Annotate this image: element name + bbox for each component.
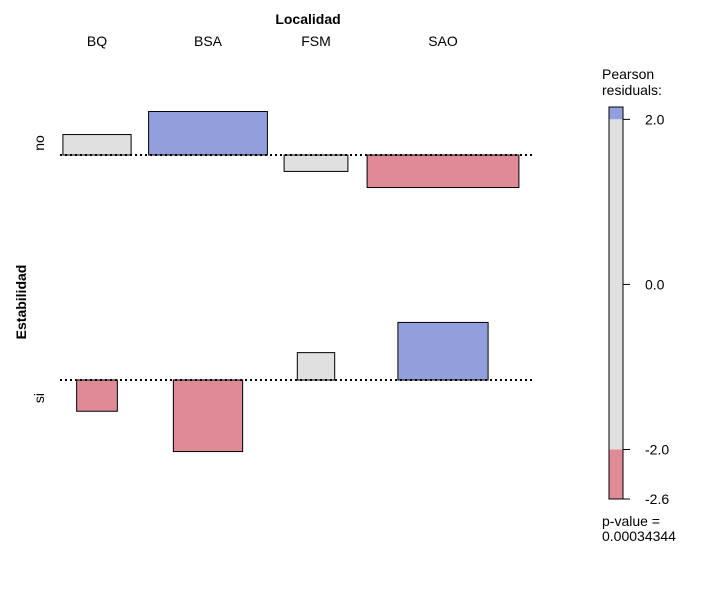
p-value: 0.00034344 — [602, 528, 676, 544]
bar-no-bsa — [148, 111, 268, 156]
bar-no-bq — [62, 134, 132, 156]
column-label-sao: SAO — [428, 33, 458, 49]
legend-swatch-neutral — [609, 119, 623, 450]
legend-title-line1: Pearson — [602, 66, 654, 82]
bar-si-fsm — [296, 352, 336, 381]
bar-si-bq — [76, 379, 118, 412]
legend-swatch-positive — [609, 107, 623, 120]
bar-si-sao — [397, 321, 489, 381]
row-label-si: si — [31, 393, 47, 403]
x-axis-title: Localidad — [275, 11, 340, 27]
row-label-no: no — [31, 135, 47, 151]
column-label-fsm: FSM — [301, 33, 331, 49]
bar-no-sao — [366, 154, 520, 189]
column-label-bsa: BSA — [194, 33, 223, 49]
column-label-bq: BQ — [87, 33, 107, 49]
legend-tick-label-3: -2.6 — [645, 491, 669, 507]
legend-tick-label-1: 0.0 — [645, 276, 665, 292]
legend-color-bar — [608, 106, 624, 500]
legend-tick-label-2: -2.0 — [645, 441, 669, 457]
legend-tick-label-0: 2.0 — [645, 111, 665, 127]
bar-si-bsa — [172, 379, 244, 453]
legend-swatch-negative — [609, 449, 623, 499]
legend-title-line2: residuals: — [602, 82, 662, 98]
bar-no-fsm — [283, 154, 349, 172]
y-axis-title: Estabilidad — [13, 265, 29, 340]
p-value-label: p-value = — [602, 513, 660, 529]
